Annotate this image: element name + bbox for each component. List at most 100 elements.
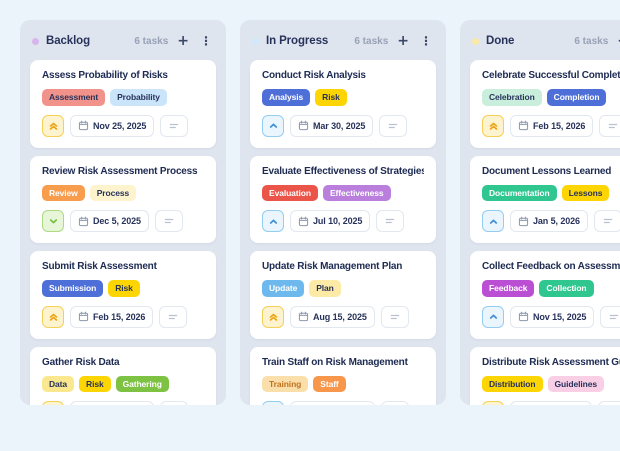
due-date-chip[interactable]: Feb 15, 2026 — [70, 305, 154, 328]
due-date-text: Feb 15, 2026 — [93, 311, 146, 322]
due-date-chip[interactable]: May 20, 2025 — [290, 401, 375, 405]
task-tag: Probability — [110, 89, 167, 106]
kanban-column: In Progress 6 tasks + ⋮ Conduct Risk Ana… — [240, 20, 446, 405]
card-list: Assess Probability of Risks Assessment Pr… — [30, 60, 216, 405]
text-lines-icon — [610, 314, 619, 319]
kanban-column: Backlog 6 tasks + ⋮ Assess Probability o… — [20, 20, 226, 405]
task-title: Submit Risk Assessment — [42, 261, 157, 272]
task-card[interactable]: Evaluate Effectiveness of Strategies Eva… — [250, 155, 436, 243]
task-card[interactable]: Train Staff on Risk Management Training S… — [250, 346, 436, 405]
due-date-chip[interactable]: Feb 15, 2026 — [510, 114, 594, 137]
due-date-chip[interactable]: Oct 10, 2025 — [510, 401, 593, 405]
kanban-column: Done 6 tasks + ⋮ Celebrate Successful Co… — [460, 20, 620, 405]
due-date-chip[interactable]: Jan 5, 2026 — [510, 210, 588, 232]
high-priority-icon[interactable] — [42, 305, 64, 328]
tag-list: Data Risk Gathering — [42, 375, 204, 392]
due-date-text: Jan 5, 2026 — [533, 216, 580, 226]
task-card[interactable]: Conduct Risk Analysis Analysis Risk Mar 3… — [250, 60, 436, 148]
column-menu-icon[interactable]: ⋮ — [200, 34, 212, 48]
task-card[interactable]: Update Risk Management Plan Update Plan A… — [250, 251, 436, 339]
notes-icon[interactable] — [380, 305, 409, 328]
task-tag: Training — [262, 375, 309, 392]
task-tag: Review — [42, 184, 85, 201]
column-color-dot — [32, 37, 39, 45]
notes-icon[interactable] — [598, 401, 620, 405]
due-date-chip[interactable]: Nov 15, 2025 — [510, 305, 595, 328]
task-card[interactable]: Document Lessons Learned Documentation Le… — [470, 155, 620, 243]
notes-icon[interactable] — [154, 210, 183, 232]
notes-icon[interactable] — [600, 305, 620, 328]
task-tag: Data — [42, 375, 75, 392]
task-title: Assess Probability of Risks — [42, 70, 168, 81]
medium-priority-icon[interactable] — [482, 210, 504, 232]
task-tag: Update — [262, 280, 305, 297]
notes-icon[interactable] — [159, 305, 188, 328]
due-date-chip[interactable]: Dec 5, 2025 — [70, 210, 149, 232]
tag-list: Review Process — [42, 184, 204, 201]
task-tag: Documentation — [482, 184, 557, 201]
task-tag: Lessons — [561, 184, 610, 201]
task-title: Train Staff on Risk Management — [262, 356, 408, 368]
task-card[interactable]: Celebrate Successful Completion Celebrat… — [470, 60, 620, 148]
kanban-board: Backlog 6 tasks + ⋮ Assess Probability o… — [20, 20, 620, 405]
notes-icon[interactable] — [376, 210, 405, 232]
due-date-text: Nov 15, 2025 — [533, 311, 587, 322]
card-footer: Mar 30, 2025 — [262, 114, 424, 137]
tag-list: Celebration Completion — [482, 89, 620, 106]
medium-priority-icon[interactable] — [262, 401, 284, 405]
high-priority-icon[interactable] — [42, 401, 64, 405]
due-date-text: Jul 10, 2025 — [313, 216, 363, 226]
due-date-text: Feb 15, 2026 — [533, 120, 586, 131]
card-footer: Feb 15, 2026 — [42, 305, 204, 328]
task-tag: Gathering — [115, 375, 169, 392]
task-card[interactable]: Review Risk Assessment Process Review Pro… — [30, 155, 216, 243]
task-title: Gather Risk Data — [42, 356, 120, 368]
task-tag: Submission — [42, 280, 104, 297]
medium-priority-icon[interactable] — [262, 210, 284, 232]
calendar-icon — [298, 311, 309, 322]
add-task-icon[interactable]: + — [397, 33, 409, 49]
task-card[interactable]: Submit Risk Assessment Submission Risk Fe… — [30, 251, 216, 339]
medium-priority-icon[interactable] — [262, 114, 284, 137]
task-tag: Distribution — [482, 375, 543, 392]
card-footer: Nov 15, 2025 — [482, 305, 620, 328]
card-footer: May 20, 2025 — [262, 401, 424, 405]
notes-icon[interactable] — [160, 114, 189, 137]
task-card[interactable]: Collect Feedback on Assessment Process F… — [470, 251, 620, 339]
due-date-chip[interactable]: Aug 15, 2025 — [290, 305, 375, 328]
medium-priority-icon[interactable] — [482, 305, 504, 328]
task-title: Review Risk Assessment Process — [42, 165, 198, 177]
due-date-text: Mar 30, 2025 — [313, 120, 366, 131]
task-tag: Effectiveness — [322, 184, 391, 201]
add-task-icon[interactable]: + — [615, 34, 620, 48]
text-lines-icon — [609, 123, 618, 128]
high-priority-icon[interactable] — [482, 114, 504, 137]
card-footer: Jan 5, 2026 — [482, 210, 620, 232]
card-footer: Dec 5, 2025 — [42, 210, 204, 232]
notes-icon[interactable] — [159, 401, 188, 405]
task-card[interactable]: Assess Probability of Risks Assessment Pr… — [30, 60, 216, 148]
notes-icon[interactable] — [379, 114, 408, 137]
due-date-chip[interactable]: Mar 30, 2025 — [290, 114, 374, 137]
due-date-chip[interactable]: Jul 10, 2025 — [290, 210, 371, 232]
column-menu-icon[interactable]: ⋮ — [420, 34, 432, 48]
task-tag: Risk — [108, 280, 140, 297]
text-lines-icon — [164, 218, 174, 224]
high-priority-icon[interactable] — [482, 401, 504, 405]
tag-list: Update Plan — [262, 280, 424, 297]
notes-icon[interactable] — [599, 114, 620, 137]
tag-list: Distribution Guidelines — [482, 375, 620, 392]
notes-icon[interactable] — [593, 210, 620, 232]
card-footer: Feb 15, 2026 — [482, 114, 620, 137]
add-task-icon[interactable]: + — [177, 33, 189, 49]
due-date-chip[interactable]: Nov 25, 2025 — [70, 114, 155, 137]
high-priority-icon[interactable] — [42, 114, 64, 137]
high-priority-icon[interactable] — [262, 305, 284, 328]
column-color-dot — [252, 37, 259, 45]
task-title: Conduct Risk Analysis — [262, 70, 366, 81]
task-card[interactable]: Distribute Risk Assessment Guidelines Di… — [470, 346, 620, 405]
notes-icon[interactable] — [380, 401, 409, 405]
low-priority-icon[interactable] — [42, 210, 64, 232]
due-date-chip[interactable]: Sep 15, 2025 — [70, 401, 154, 405]
